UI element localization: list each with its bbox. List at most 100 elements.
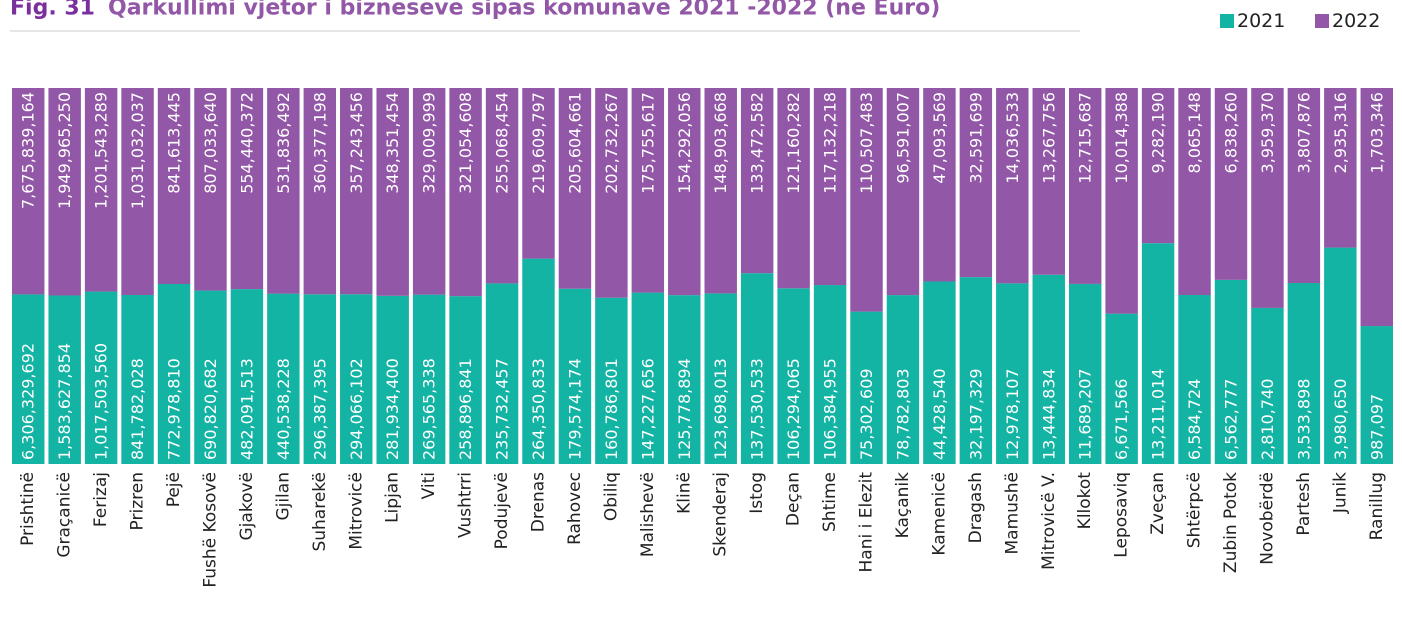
value-label: 13,211,014 <box>1149 368 1168 460</box>
x-tick-label: Gjilan <box>273 472 293 521</box>
x-tick-label: Ranillug <box>1367 472 1387 540</box>
value-label: 219,609,797 <box>529 92 548 194</box>
x-tick-label: Novobërdë <box>1257 472 1277 565</box>
value-label: 841,782,028 <box>128 358 147 460</box>
bar-segment <box>668 295 701 464</box>
bar-segment <box>777 288 810 464</box>
value-label: 123,698,013 <box>711 358 730 460</box>
bar-segment <box>1214 279 1248 464</box>
value-label: 482,091,513 <box>237 358 256 460</box>
bar-segment <box>267 293 300 464</box>
figure-number: Fig. 31 <box>10 0 95 21</box>
bar-segment <box>595 297 628 464</box>
bar-segment <box>1251 307 1284 464</box>
bar-segment <box>230 289 264 464</box>
bar-segment <box>813 285 847 464</box>
value-label: 296,387,395 <box>310 358 329 460</box>
bar-segment <box>522 258 555 464</box>
value-label: 255,068,454 <box>493 92 512 194</box>
bar-segment <box>376 88 409 296</box>
x-tick-label: Graçanicë <box>55 472 75 558</box>
bar-segment <box>959 277 993 464</box>
value-label: 841,613,445 <box>165 92 184 194</box>
x-tick-label: Malishevë <box>638 472 658 557</box>
bar-segment <box>449 296 482 464</box>
x-tick-label: Dragash <box>966 472 986 543</box>
value-label: 554,440,372 <box>237 92 256 194</box>
bar-segment <box>1214 88 1248 280</box>
chart-title: Qarkullimi vjetor i bizneseve sipas komu… <box>108 0 940 21</box>
value-label: 117,132,218 <box>821 92 840 194</box>
bar-segment <box>777 88 810 289</box>
bar-segment <box>230 88 264 290</box>
value-label: 106,384,955 <box>821 358 840 460</box>
bar-segment <box>157 283 191 464</box>
bar-segment <box>1068 283 1102 464</box>
bar-segment <box>48 88 81 296</box>
value-label: 2,810,740 <box>1258 379 1277 460</box>
value-label: 321,054,608 <box>456 92 475 194</box>
bar-segment <box>376 295 409 464</box>
value-label: 2,935,316 <box>1331 92 1350 173</box>
x-tick-label: Skenderaj <box>711 472 731 557</box>
value-label: 807,033,640 <box>201 92 220 194</box>
legend-swatch <box>1315 14 1329 28</box>
value-label: 137,530,533 <box>748 358 767 460</box>
bar-segment <box>631 292 665 464</box>
x-tick-label: Prishtinë <box>18 472 38 546</box>
value-label: 32,197,329 <box>966 368 985 460</box>
x-tick-label: Lipjan <box>383 472 403 523</box>
bar-segment <box>48 295 81 464</box>
value-label: 3,807,876 <box>1294 92 1313 173</box>
value-label: 106,294,065 <box>784 358 803 460</box>
value-label: 3,980,650 <box>1331 379 1350 460</box>
x-tick-label: Podujevë <box>492 472 512 549</box>
bar-segment <box>1068 88 1102 284</box>
value-label: 360,377,198 <box>310 92 329 194</box>
bar-segment <box>485 283 519 464</box>
x-tick-label: Shtime <box>820 472 840 532</box>
bar-segment <box>194 88 227 291</box>
value-label: 9,282,190 <box>1149 92 1168 173</box>
bar-segment <box>1032 274 1065 464</box>
value-label: 258,896,841 <box>456 358 475 460</box>
bar-segment <box>886 88 920 296</box>
value-label: 7,675,839,164 <box>19 92 38 209</box>
bar-segment <box>740 273 774 464</box>
bar-segment <box>668 88 701 296</box>
bar-segment <box>412 294 446 464</box>
value-label: 179,574,174 <box>565 358 584 460</box>
x-tick-label: Fushë Kosovë <box>200 472 220 588</box>
bar-segment <box>84 291 118 464</box>
bar-segment <box>813 88 847 286</box>
bar-segment <box>84 88 118 292</box>
x-tick-label: Ferizaj <box>91 472 111 527</box>
x-tick-label: Klinë <box>674 472 694 514</box>
bar-segment <box>1105 88 1138 314</box>
bar-segment <box>558 288 592 464</box>
x-tick-label: Hani i Elezit <box>857 472 877 573</box>
x-tick-label: Obiliq <box>601 472 621 521</box>
x-tick-label: Rahovec <box>565 472 585 545</box>
bar-segment <box>157 88 191 284</box>
bar-segment <box>1141 88 1175 244</box>
value-label: 125,778,894 <box>675 358 694 460</box>
x-tick-label: Partesh <box>1294 472 1314 536</box>
value-label: 32,591,699 <box>966 92 985 184</box>
legend-swatch <box>1220 14 1234 28</box>
bar-segment <box>485 88 519 284</box>
value-label: 772,978,810 <box>165 358 184 460</box>
value-label: 8,065,148 <box>1185 92 1204 173</box>
bar-segment <box>996 88 1029 284</box>
legend-label: 2021 <box>1237 10 1285 32</box>
x-tick-label: Shtërpcë <box>1185 472 1205 548</box>
x-tick-label: Kaçanik <box>893 472 913 539</box>
value-label: 160,786,801 <box>602 358 621 460</box>
bar-segment <box>1360 88 1393 327</box>
value-label: 1,031,032,037 <box>128 92 147 209</box>
bar-segment <box>1324 88 1357 248</box>
bar-segment <box>1032 88 1065 275</box>
value-label: 294,066,102 <box>347 358 366 460</box>
bar-segment <box>923 281 956 464</box>
